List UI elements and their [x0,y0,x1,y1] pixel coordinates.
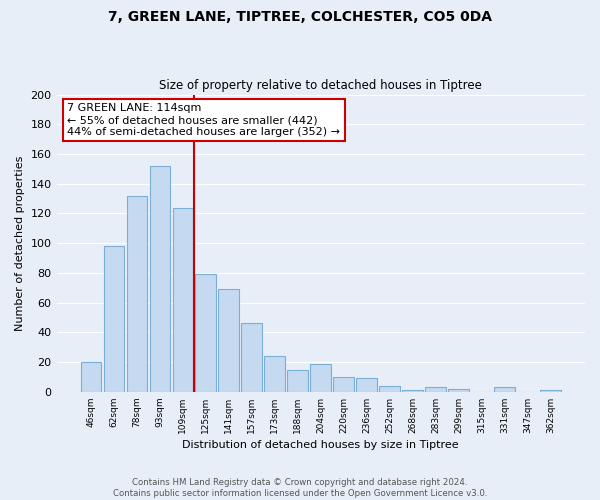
Y-axis label: Number of detached properties: Number of detached properties [15,156,25,331]
Bar [265,356,285,392]
Bar [196,274,216,392]
Bar [241,324,262,392]
Bar [287,370,308,392]
Text: 7 GREEN LANE: 114sqm
← 55% of detached houses are smaller (442)
44% of semi-deta: 7 GREEN LANE: 114sqm ← 55% of detached h… [67,104,340,136]
Bar [540,390,561,392]
Bar [334,377,354,392]
Bar [80,362,101,392]
Bar [127,196,147,392]
Bar [218,290,239,392]
Bar [448,389,469,392]
Bar [173,208,193,392]
Title: Size of property relative to detached houses in Tiptree: Size of property relative to detached ho… [160,79,482,92]
Bar [104,246,124,392]
Bar [379,386,400,392]
Bar [310,364,331,392]
Bar [356,378,377,392]
Text: 7, GREEN LANE, TIPTREE, COLCHESTER, CO5 0DA: 7, GREEN LANE, TIPTREE, COLCHESTER, CO5 … [108,10,492,24]
Text: Contains HM Land Registry data © Crown copyright and database right 2024.
Contai: Contains HM Land Registry data © Crown c… [113,478,487,498]
X-axis label: Distribution of detached houses by size in Tiptree: Distribution of detached houses by size … [182,440,459,450]
Bar [494,388,515,392]
Bar [403,390,423,392]
Bar [425,388,446,392]
Bar [149,166,170,392]
